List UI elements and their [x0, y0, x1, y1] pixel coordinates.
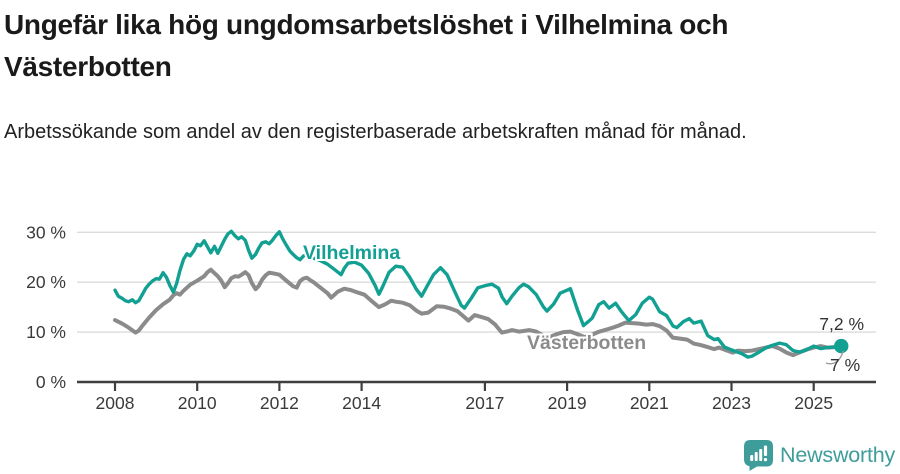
x-tick-label: 2010 [178, 393, 217, 413]
gridlines [77, 231, 876, 333]
series-label-vilhelmina: Vilhelmina [303, 242, 400, 264]
x-tick-label: 2019 [548, 393, 587, 413]
series-lines [113, 229, 849, 359]
series-line-vilhelmina [113, 229, 843, 359]
page-title: Ungefär lika hög ungdomsarbetslöshet i V… [4, 9, 729, 82]
x-tick-label: 2017 [465, 393, 504, 413]
series-end-dot-vilhelmina [834, 338, 849, 354]
newsworthy-logo[interactable]: Newsworthy [744, 439, 896, 471]
series-label-vasterbotten: Västerbotten [527, 332, 646, 354]
x-tick-label: 2021 [630, 393, 669, 413]
y-tick-label: 20 % [26, 272, 66, 292]
x-tick-label: 2014 [342, 393, 381, 413]
x-tick-label: 2008 [96, 393, 135, 413]
chart-subtitle: Arbetssökande som andel av den registerb… [4, 121, 747, 143]
x-tick-label: 2023 [712, 393, 751, 413]
axes: 0 % 10 % 20 % 30 % 2008 2010 2012 2014 2017 2019 2… [26, 222, 876, 413]
y-tick-label: 10 % [26, 322, 66, 342]
newsworthy-speech-bubble-icon [744, 439, 773, 471]
end-label-leader-line [825, 350, 844, 365]
y-tick-label: 0 % [36, 372, 66, 392]
x-tick-label: 2012 [260, 393, 299, 413]
brand-wordmark: Newsworthy [780, 442, 896, 467]
end-value-vilhelmina: 7,2 % [819, 314, 864, 334]
series-line-västerbotten [113, 267, 844, 358]
y-tick-label: 30 % [26, 222, 66, 242]
end-value-vasterbotten: 7 % [830, 355, 860, 375]
x-tick-label: 2025 [794, 393, 833, 413]
